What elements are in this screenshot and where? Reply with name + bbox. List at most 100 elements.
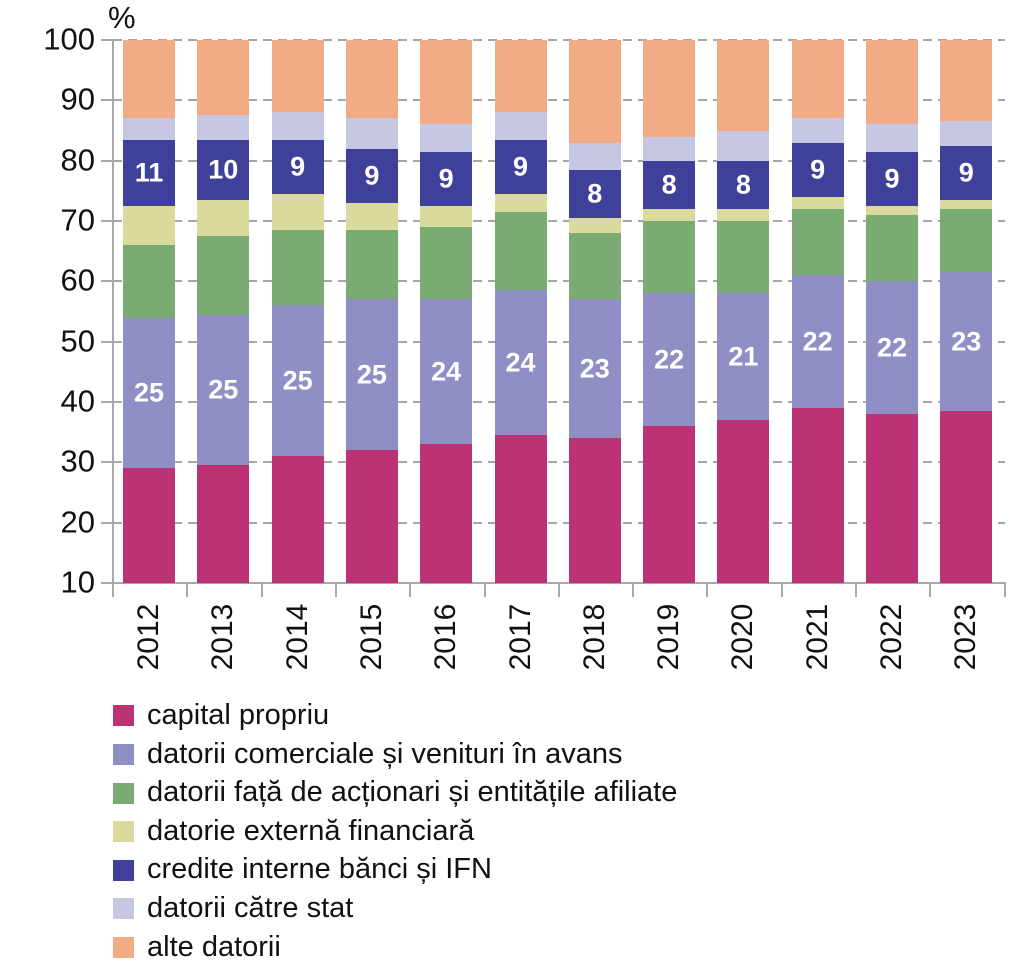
legend-swatch-datorii-comerciale-si-venituri-in-avans: [113, 744, 134, 766]
segment-alte-datorii-2023: [940, 40, 993, 122]
segment-credite-interne-banci-si-ifn-2019: 8: [643, 160, 696, 209]
x-tick-label-2014: 2014: [280, 603, 314, 671]
y-axis-tick-20: [101, 521, 114, 524]
x-axis-tick: [855, 582, 857, 597]
segment-value-label-credite-interne-banci-si-ifn-2021: 9: [810, 154, 826, 185]
segment-value-label-credite-interne-banci-si-ifn-2022: 9: [884, 163, 900, 194]
segment-datorii-fata-de-actionari-si-entitatile-afiliate-2015: [345, 230, 398, 300]
legend-swatch-capital-propriu: [113, 705, 134, 727]
y-tick-label-10: 10: [60, 564, 95, 600]
y-axis-tick-30: [101, 461, 114, 464]
bar-2012: 25 11: [123, 40, 175, 583]
segment-alte-datorii-2012: [123, 40, 175, 119]
gridline-60: [113, 280, 1005, 283]
segment-value-label-datorii-comerciale-si-venituri-in-avans-2015: 25: [356, 359, 387, 390]
segment-datorii-comerciale-si-venituri-in-avans-2017: 24: [494, 290, 547, 436]
segment-alte-datorii-2016: [420, 40, 473, 125]
segment-value-label-datorii-comerciale-si-venituri-in-avans-2013: 25: [208, 374, 239, 405]
x-axis-tick: [780, 582, 783, 597]
segment-credite-interne-banci-si-ifn-2017: 9: [494, 139, 547, 194]
gridline-100: [113, 39, 1005, 41]
segment-value-label-datorii-comerciale-si-venituri-in-avans-2022: 22: [876, 332, 908, 363]
x-tick-label-2016: 2016: [429, 603, 463, 671]
x-tick-label-2017: 2017: [503, 603, 537, 671]
segment-datorii-catre-stat-2013: [197, 115, 250, 140]
segment-capital-propriu-2016: [420, 444, 473, 583]
segment-value-label-datorii-comerciale-si-venituri-in-avans-2017: 24: [505, 347, 536, 378]
x-tick-label-2023: 2023: [949, 603, 983, 671]
segment-value-label-credite-interne-banci-si-ifn-2018: 8: [587, 178, 603, 209]
y-tick-label-60: 60: [60, 262, 95, 298]
x-axis-tick: [260, 582, 263, 597]
gridline-30: [113, 461, 1005, 464]
segment-credite-interne-banci-si-ifn-2021: 9: [791, 142, 844, 197]
y-tick-label-30: 30: [60, 443, 95, 479]
segment-datorie-externa-financiara-2016: [420, 205, 473, 228]
y-tick-label-50: 50: [60, 322, 95, 358]
legend-label-datorie-externa-financiara: datorie externă financiară: [147, 814, 475, 847]
segment-datorii-fata-de-actionari-si-entitatile-afiliate-2018: [568, 233, 621, 300]
segment-value-label-credite-interne-banci-si-ifn-2014: 9: [290, 151, 306, 182]
segment-datorii-catre-stat-2012: [123, 118, 175, 140]
legend-label-capital-propriu: capital propriu: [147, 699, 330, 731]
segment-datorii-catre-stat-2022: [866, 124, 918, 152]
x-tick-label-2012: 2012: [132, 603, 165, 671]
segment-datorii-comerciale-si-venituri-in-avans-2021: 22: [791, 275, 844, 409]
legend-item-datorii-catre-stat: datorii către stat: [113, 892, 354, 925]
segment-datorii-catre-stat-2021: [791, 118, 844, 143]
legend-label-datorii-fata-de-actionari-si-entitatile-afiliate: datorii față de acționari și entitățile …: [147, 776, 678, 809]
y-tick-label-20: 20: [60, 503, 95, 539]
segment-datorii-fata-de-actionari-si-entitatile-afiliate-2022: [866, 214, 918, 282]
segment-value-label-credite-interne-banci-si-ifn-2016: 9: [438, 163, 454, 194]
segment-capital-propriu-2014: [271, 456, 324, 583]
legend-label-alte-datorii: alte datorii: [147, 930, 281, 963]
segment-credite-interne-banci-si-ifn-2016: 9: [420, 151, 473, 206]
segment-datorii-catre-stat-2018: [568, 142, 621, 170]
y-axis-tick-60: [101, 280, 114, 283]
segment-datorii-comerciale-si-venituri-in-avans-2016: 24: [420, 299, 473, 445]
gridline-50: [113, 340, 1005, 343]
segment-alte-datorii-2017: [494, 40, 547, 113]
y-axis-tick-40: [101, 401, 114, 403]
gridline-20: [113, 521, 1005, 524]
y-tick-label-70: 70: [60, 202, 95, 238]
legend-label-credite-interne-banci-si-ifn: credite interne bănci și IFN: [147, 853, 492, 886]
segment-datorii-catre-stat-2015: [345, 118, 398, 149]
segment-alte-datorii-2022: [866, 40, 918, 125]
segment-datorii-fata-de-actionari-si-entitatile-afiliate-2020: [717, 221, 770, 294]
segment-datorii-catre-stat-2016: [420, 124, 473, 152]
segment-credite-interne-banci-si-ifn-2018: 8: [568, 169, 621, 218]
legend-item-capital-propriu: capital propriu: [113, 699, 330, 732]
segment-datorii-comerciale-si-venituri-in-avans-2015: 25: [345, 299, 398, 451]
legend-label-datorii-comerciale-si-venituri-in-avans: datorii comerciale și venituri în avans: [147, 737, 623, 770]
segment-datorii-fata-de-actionari-si-entitatile-afiliate-2017: [494, 211, 547, 291]
segment-datorii-comerciale-si-venituri-in-avans-2019: 22: [643, 293, 696, 427]
segment-datorii-comerciale-si-venituri-in-avans-2012: 25: [123, 317, 175, 469]
segment-credite-interne-banci-si-ifn-2022: 9: [866, 151, 918, 206]
segment-value-label-credite-interne-banci-si-ifn-2020: 8: [735, 169, 751, 200]
legend-swatch-datorii-catre-stat: [113, 898, 134, 920]
segment-datorie-externa-financiara-2017: [494, 193, 547, 212]
segment-capital-propriu-2018: [568, 438, 621, 583]
segment-credite-interne-banci-si-ifn-2014: 9: [271, 139, 324, 194]
x-axis-tick: [409, 582, 412, 597]
segment-credite-interne-banci-si-ifn-2020: 8: [717, 160, 770, 209]
segment-datorii-fata-de-actionari-si-entitatile-afiliate-2014: [271, 230, 324, 306]
bar-2019: 22 8: [643, 40, 696, 583]
bar-2021: 22 9: [791, 40, 844, 583]
segment-datorii-comerciale-si-venituri-in-avans-2022: 22: [866, 281, 918, 415]
x-axis-tick: [112, 582, 114, 597]
segment-value-label-credite-interne-banci-si-ifn-2015: 9: [364, 160, 380, 191]
segment-capital-propriu-2013: [197, 465, 250, 583]
segment-capital-propriu-2021: [791, 408, 844, 583]
x-axis-tick: [334, 582, 337, 597]
x-tick-label-2013: 2013: [206, 603, 240, 671]
segment-alte-datorii-2021: [791, 40, 844, 119]
segment-alte-datorii-2013: [197, 40, 250, 116]
x-axis-tick: [1003, 582, 1006, 597]
y-axis-tick-100: [101, 39, 114, 41]
segment-credite-interne-banci-si-ifn-2023: 9: [940, 145, 993, 200]
legend-label-datorii-catre-stat: datorii către stat: [147, 892, 354, 924]
x-axis-tick: [483, 582, 486, 597]
bar-2014: 25 9: [271, 40, 324, 583]
